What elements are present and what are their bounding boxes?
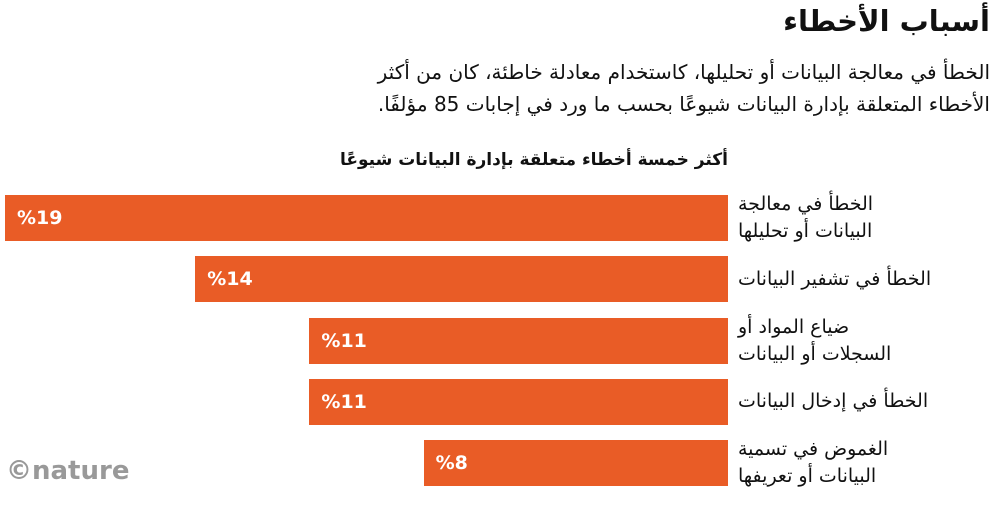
subtitle: الخطأ في معالجة البيانات أو تحليلها، كاس… (377, 60, 990, 116)
value-label: %8 (435, 452, 468, 475)
bar (423, 440, 728, 487)
category-label: الخطأ في تشفير البيانات (738, 267, 932, 290)
category-label: الخطأ في معالجة البيانات أو تحليلها (738, 193, 874, 242)
value-label: %19 (17, 207, 63, 229)
title: أسباب الأخطاء (783, 4, 990, 38)
logo: ©nature (6, 456, 130, 486)
value-label: %14 (207, 268, 253, 291)
category-label: الغموض في تسمية البيانات أو تعريفها (738, 438, 889, 488)
value-label: %11 (321, 390, 367, 413)
bar (309, 378, 728, 425)
category-label: الخطأ في إدخال البيانات (738, 390, 929, 413)
category-label: ضياع المواد أو السجلات أو البيانات (738, 315, 892, 365)
bar (5, 195, 728, 241)
bar (309, 317, 728, 364)
bar (195, 256, 728, 303)
chart-title: أكثر خمسة أخطاء متعلقة بإدارة البيانات ش… (339, 150, 728, 170)
value-label: %11 (321, 329, 367, 352)
